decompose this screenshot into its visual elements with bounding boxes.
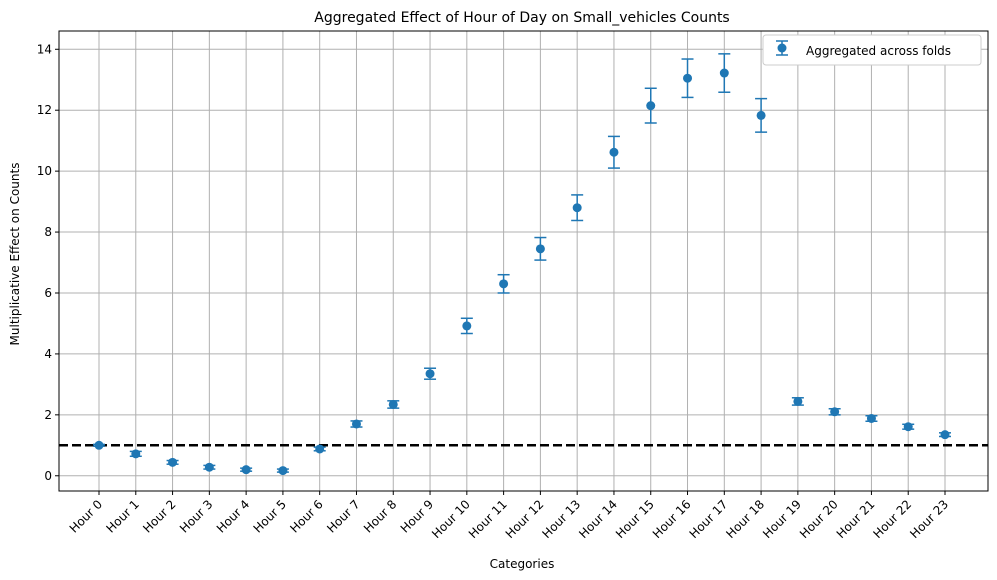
- data-point: [425, 369, 435, 379]
- data-point: [830, 407, 840, 417]
- data-point: [204, 462, 214, 472]
- y-axis-ticks: 0 2 4 6 8 10 12 14: [37, 42, 59, 483]
- legend: Aggregated across folds: [762, 34, 982, 66]
- x-axis-label: Categories: [490, 557, 555, 571]
- legend-marker: [776, 40, 788, 56]
- y-axis-label: Multiplicative Effect on Counts: [8, 163, 22, 346]
- data-point: [866, 413, 876, 423]
- legend-label: Aggregated across folds: [806, 44, 951, 58]
- y-tick-label: 6: [44, 286, 52, 300]
- data-point: [719, 68, 729, 78]
- data-point: [499, 279, 509, 289]
- data-point: [572, 203, 582, 213]
- y-tick-label: 2: [44, 408, 52, 422]
- data-point: [351, 419, 361, 429]
- data-point: [683, 73, 693, 83]
- data-point: [462, 321, 472, 331]
- data-point: [646, 101, 656, 111]
- y-tick-label: 12: [37, 103, 52, 117]
- data-point: [940, 430, 950, 440]
- data-point: [903, 422, 913, 432]
- data-point: [94, 440, 104, 450]
- data-points: [94, 68, 950, 476]
- data-point: [535, 244, 545, 254]
- data-point: [241, 465, 251, 475]
- data-point: [168, 457, 178, 467]
- data-point: [388, 399, 398, 409]
- data-point: [756, 110, 766, 120]
- data-point: [609, 147, 619, 157]
- data-point: [793, 396, 803, 406]
- y-tick-label: 14: [37, 42, 52, 56]
- data-point: [278, 466, 288, 476]
- data-point: [131, 449, 141, 459]
- chart-title: Aggregated Effect of Hour of Day on Smal…: [314, 10, 729, 26]
- y-tick-label: 8: [44, 225, 52, 239]
- legend-box: [762, 34, 982, 66]
- data-point: [315, 444, 325, 454]
- plot-frame: [58, 30, 989, 492]
- y-tick-label: 4: [44, 347, 52, 361]
- legend-point: [777, 43, 787, 53]
- y-tick-label: 10: [37, 164, 52, 178]
- grid: [59, 31, 988, 491]
- y-tick-label: 0: [44, 469, 52, 483]
